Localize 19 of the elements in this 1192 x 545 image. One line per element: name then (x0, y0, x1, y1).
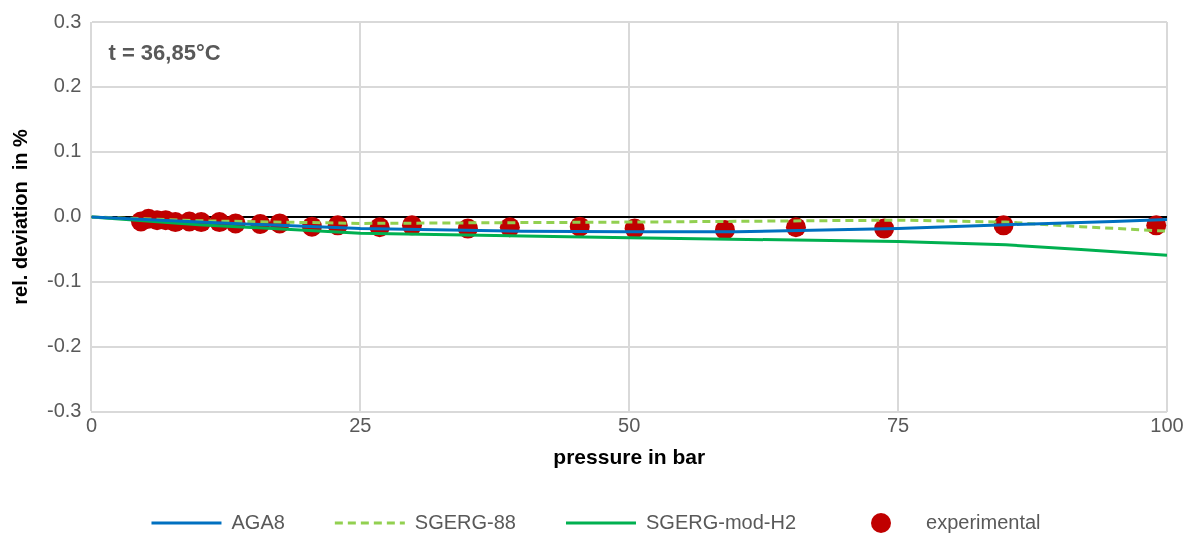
x-tick-label: 75 (886, 414, 910, 437)
annotation: t = 36,85°C (108, 40, 221, 66)
y-tick-label: -0.2 (46, 334, 82, 357)
y-tick-label: 0.2 (53, 74, 82, 97)
x-tick-label: 0 (85, 414, 98, 437)
y-tick-label: 0.0 (53, 204, 82, 227)
y-tick-label: 0.3 (53, 9, 82, 32)
legend-label: AGA8 (231, 510, 285, 533)
y-tick-label: 0.1 (53, 139, 82, 162)
x-tick-label: 50 (618, 414, 641, 437)
x-tick-label: 25 (349, 414, 372, 437)
legend-label: SGERG-mod-H2 (645, 510, 797, 533)
legend-label: experimental (926, 510, 1041, 533)
y-tick-label: -0.1 (46, 269, 82, 292)
y-axis-title: rel. deviation in % (8, 128, 31, 305)
x-axis-title: pressure in bar (553, 445, 706, 469)
x-tick-label: 100 (1150, 414, 1184, 437)
y-tick-label: -0.3 (46, 399, 82, 422)
legend-label: SGERG-88 (414, 510, 516, 533)
